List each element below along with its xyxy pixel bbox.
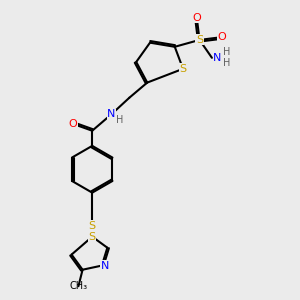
Text: N: N [100,261,109,271]
Text: S: S [179,64,187,74]
Text: O: O [217,32,226,42]
Text: H: H [223,47,230,57]
Text: N: N [107,109,116,119]
Text: O: O [192,13,201,23]
Text: H: H [223,58,230,68]
Text: S: S [196,35,203,45]
Text: H: H [116,115,123,125]
Text: CH₃: CH₃ [69,281,88,291]
Text: S: S [88,221,96,231]
Text: N: N [213,53,222,63]
Text: O: O [69,119,77,129]
Text: S: S [88,232,96,242]
